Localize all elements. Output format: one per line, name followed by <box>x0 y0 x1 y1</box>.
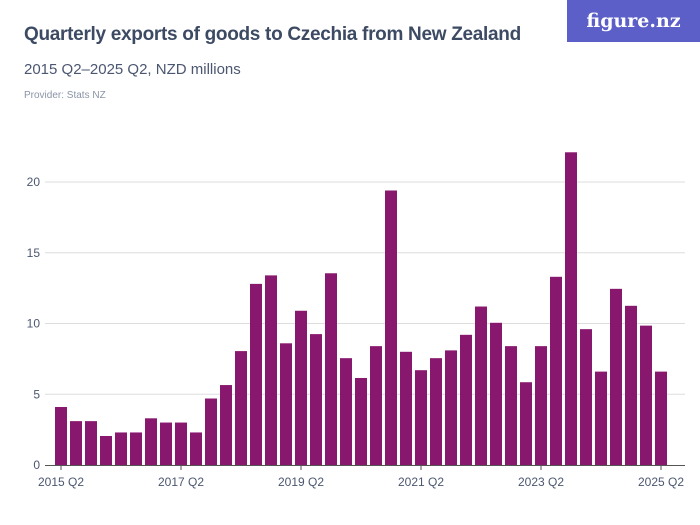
figure-nz-logo[interactable]: figure.nz <box>567 0 700 42</box>
bar <box>655 371 667 465</box>
bar <box>205 398 217 465</box>
bar <box>400 351 412 465</box>
x-tick-label: 2023 Q2 <box>518 475 564 489</box>
bar <box>580 329 592 465</box>
bar <box>475 306 487 465</box>
bar <box>595 371 607 465</box>
x-tick-label: 2019 Q2 <box>278 475 324 489</box>
bar <box>160 422 172 465</box>
y-tick-label: 10 <box>27 317 41 331</box>
bar <box>250 283 262 465</box>
bar <box>100 435 112 465</box>
x-tick-label: 2015 Q2 <box>38 475 84 489</box>
x-tick-label: 2017 Q2 <box>158 475 204 489</box>
bar <box>505 346 517 465</box>
bar <box>145 418 157 465</box>
bar <box>265 275 277 465</box>
bar <box>445 350 457 465</box>
bar <box>565 152 577 465</box>
bar <box>430 358 442 465</box>
bar <box>175 422 187 465</box>
bar <box>610 288 622 465</box>
y-tick-label: 20 <box>27 175 41 189</box>
bar <box>415 370 427 465</box>
provider-text: Provider: Stats NZ <box>24 90 106 101</box>
bar <box>310 334 322 465</box>
bar <box>55 406 67 465</box>
bar <box>220 385 232 465</box>
bar <box>355 377 367 465</box>
bar <box>640 325 652 465</box>
bar <box>535 346 547 465</box>
bar <box>325 273 337 465</box>
bar <box>490 322 502 465</box>
bar <box>235 351 247 465</box>
bar <box>130 432 142 465</box>
bar <box>85 421 97 465</box>
bar <box>520 382 532 465</box>
bar <box>625 305 637 465</box>
bar <box>370 346 382 465</box>
bar <box>385 190 397 466</box>
bar <box>190 432 202 465</box>
y-tick-label: 5 <box>33 387 40 401</box>
bar <box>70 421 82 465</box>
x-tick-label: 2025 Q2 <box>638 475 684 489</box>
y-tick-label: 0 <box>33 458 40 472</box>
bar <box>115 432 127 465</box>
y-tick-label: 15 <box>27 246 41 260</box>
bar <box>280 343 292 465</box>
chart-subtitle: 2015 Q2–2025 Q2, NZD millions <box>24 61 241 78</box>
bar <box>295 310 307 465</box>
x-tick-label: 2021 Q2 <box>398 475 444 489</box>
bar <box>460 334 472 465</box>
bar <box>340 358 352 465</box>
chart-title: Quarterly exports of goods to Czechia fr… <box>24 24 521 45</box>
bar <box>550 276 562 465</box>
